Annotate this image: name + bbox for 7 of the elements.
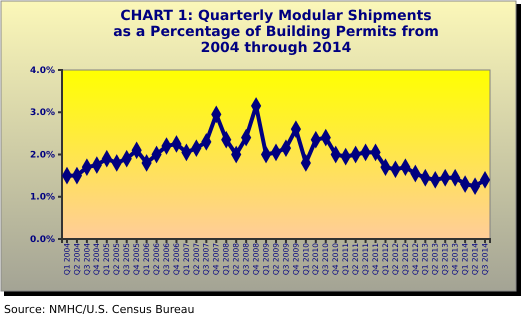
y-tick-label: 3.0% <box>30 108 55 118</box>
y-tick-label: 1.0% <box>30 192 55 203</box>
y-tick-label: 2.0% <box>30 150 55 160</box>
y-tick-label: 4.0% <box>30 66 55 76</box>
chart-title: CHART 1: Quarterly Modular Shipments as a Percentage of Building Permits from 2004 through 2014 <box>113 8 439 56</box>
y-tick-label: 0.0% <box>30 234 55 245</box>
source-note: Source: NMHC/U.S. Census Bureau <box>4 303 195 316</box>
